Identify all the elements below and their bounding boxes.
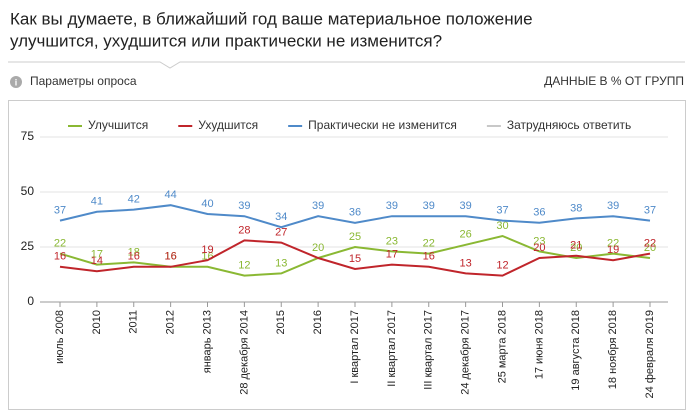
x-tick-label: 24 декабря 2017	[460, 310, 472, 395]
title: Как вы думаете, в ближайший год ваше мат…	[10, 9, 533, 28]
data-label: 23	[533, 235, 545, 247]
data-label: 39	[607, 200, 619, 212]
data-label: 16	[201, 251, 213, 263]
x-tick-label: 19 августа 2018	[570, 310, 582, 391]
data-label: 17	[91, 249, 103, 261]
x-tick-label: 2011	[128, 310, 140, 334]
x-tick-label: январь 2013	[201, 310, 213, 373]
data-label: 22	[423, 238, 435, 250]
data-label: 42	[128, 194, 140, 206]
data-label: 16	[54, 251, 66, 263]
y-tick-label: 0	[27, 294, 34, 308]
data-label: 39	[386, 200, 398, 212]
data-label: 41	[91, 196, 103, 208]
params-link[interactable]: Параметры опроса	[30, 74, 137, 88]
data-label: 22	[644, 238, 656, 250]
legend-item[interactable]: Затрудняюсь ответить	[507, 118, 631, 132]
data-label: 39	[312, 200, 324, 212]
data-label: 13	[275, 257, 287, 269]
data-label: 12	[238, 260, 250, 272]
title: улучшится, ухудшится или практически не …	[10, 31, 442, 50]
data-label: 15	[349, 253, 361, 265]
data-label: 20	[644, 242, 656, 254]
data-label: 25	[349, 231, 361, 243]
legend-item[interactable]: Улучшится	[88, 118, 148, 132]
info-icon-glyph: i	[15, 77, 18, 87]
data-label: 16	[165, 251, 177, 263]
data-label: 38	[570, 202, 582, 214]
data-label: 23	[386, 235, 398, 247]
data-label: 36	[533, 207, 545, 219]
x-tick-label: 25 марта 2018	[496, 310, 508, 383]
data-label: 37	[496, 205, 508, 217]
x-tick-label: 18 ноября 2018	[607, 310, 619, 389]
data-label: 16	[128, 251, 140, 263]
data-label: 18	[128, 246, 140, 258]
x-tick-label: 2015	[275, 310, 287, 334]
data-label: 39	[423, 200, 435, 212]
x-tick-label: 17 июня 2018	[533, 310, 545, 379]
divider	[8, 61, 685, 69]
units: ДАННЫЕ В % ОТ ГРУПП	[544, 74, 684, 88]
data-label: 40	[201, 198, 213, 210]
data-label: 20	[533, 242, 545, 254]
data-label: 19	[607, 244, 619, 256]
series-line	[59, 239, 651, 277]
data-label: 34	[275, 211, 287, 223]
y-tick-label: 25	[21, 239, 35, 253]
x-tick-label: I квартал 2017	[349, 310, 361, 384]
x-tick-label: 2012	[165, 310, 177, 334]
x-tick-label: II квартал 2017	[386, 310, 398, 387]
data-label: 36	[349, 207, 361, 219]
data-label: 22	[54, 238, 66, 250]
info-icon[interactable]	[10, 76, 22, 88]
data-label: 20	[312, 242, 324, 254]
y-tick-label: 50	[21, 184, 35, 198]
x-tick-label: 2010	[91, 310, 103, 334]
data-label: 27	[275, 227, 287, 239]
x-tick-label: 24 февраля 2019	[644, 310, 656, 398]
data-label: 13	[460, 257, 472, 269]
data-label: 39	[238, 200, 250, 212]
data-label: 16	[423, 251, 435, 263]
legend-item[interactable]: Практически не изменится	[308, 118, 457, 132]
y-tick-label: 75	[21, 129, 35, 143]
data-label: 17	[386, 249, 398, 261]
x-tick-label: 28 декабря 2014	[238, 310, 250, 395]
data-label: 14	[91, 255, 103, 267]
chart-panel	[8, 100, 686, 410]
data-label: 21	[570, 240, 582, 252]
data-label: 44	[165, 189, 177, 201]
data-label: 30	[496, 220, 508, 232]
data-label: 22	[607, 238, 619, 250]
data-label: 16	[165, 251, 177, 263]
legend-item[interactable]: Ухудшится	[198, 118, 258, 132]
x-tick-label: 2016	[312, 310, 324, 334]
x-tick-label: III квартал 2017	[423, 310, 435, 390]
data-label: 28	[238, 224, 250, 236]
data-label: 37	[644, 205, 656, 217]
series-line	[59, 204, 651, 229]
data-label: 20	[570, 242, 582, 254]
x-tick-label: июль 2008	[54, 310, 66, 364]
data-label: 19	[201, 244, 213, 256]
series-line	[59, 234, 651, 277]
data-label: 39	[460, 200, 472, 212]
data-label: 26	[460, 229, 472, 241]
data-label: 12	[496, 260, 508, 272]
data-label: 37	[54, 205, 66, 217]
